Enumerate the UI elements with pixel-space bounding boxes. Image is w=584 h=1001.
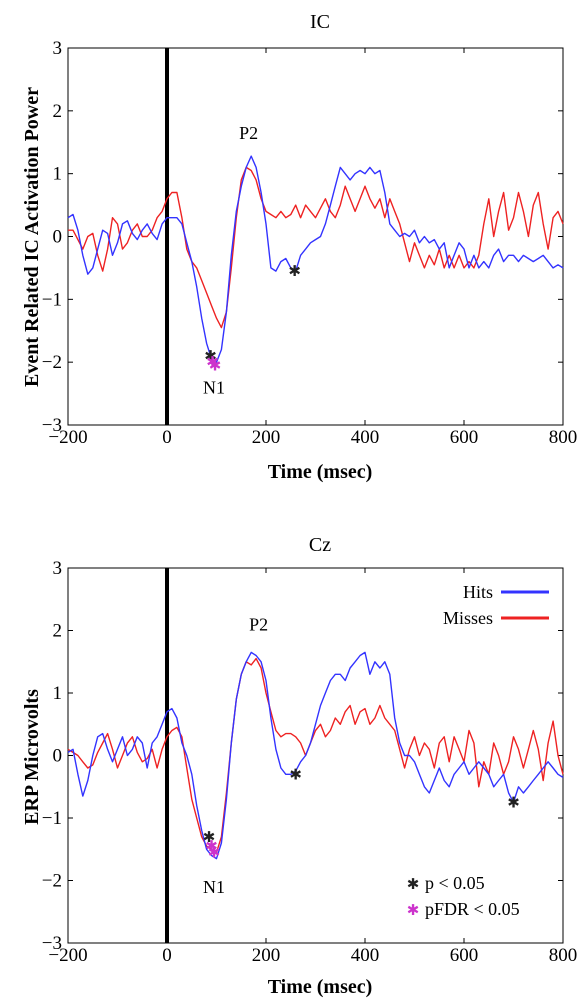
y-tick-label: −3 [42,415,62,436]
series-line-hits [67,651,564,860]
p-marker: ✱ [288,262,301,280]
y-tick-label: 3 [53,558,63,579]
x-tick-label: 0 [162,427,172,448]
axes-frame [67,567,564,944]
y-tick-label: 2 [53,101,63,122]
y-tick-label: 3 [53,38,63,59]
p-marker: ✱ [203,828,216,846]
pfdr-marker: ✱ [205,837,218,855]
x-tick-label: 400 [351,945,380,966]
peak-label: P2 [239,123,258,143]
legend-label: Hits [463,582,493,602]
legend: Hits Misses [443,582,549,628]
series-line-hits [67,155,564,363]
peak-label: P2 [249,615,268,635]
y-tick-label: 2 [53,621,63,642]
p-marker: ✱ [507,793,520,811]
x-tick-label: 600 [450,945,479,966]
significance-markers: ✱✱✱✱ [204,262,301,374]
marker-legend-label: p < 0.05 [425,873,485,893]
x-tick-label: 200 [252,945,281,966]
axis-ticks: −200 0 200 400 600 800 −3 −2 −1 0 1 2 3 [42,38,577,448]
significance-markers: ✱✱✱✱✱ [203,765,520,861]
p-marker: ✱ [289,765,302,783]
p-marker: ✱ [204,347,217,365]
axis-ticks: −200 0 200 400 600 800 −3 −2 −1 0 1 2 3 [42,558,577,966]
peak-annotations: P2 N1 [203,123,258,397]
x-tick-label: 800 [549,945,578,966]
y-tick-label: 1 [53,683,63,704]
peak-label: N1 [203,877,225,897]
y-tick-label: −1 [42,808,62,829]
pfdr-marker: ✱ [206,353,219,371]
legend-label: Misses [443,608,493,628]
y-tick-label: −3 [42,933,62,954]
y-axis-label: ERP Microvolts [21,689,43,825]
x-tick-label: −200 [48,945,87,966]
axes-frame [67,47,564,426]
y-tick-label: −2 [42,352,62,373]
series-line-misses [67,657,564,854]
x-axis-label: Time (msec) [268,461,373,483]
y-tick-label: −1 [42,289,62,310]
pfdr-legend-marker: ✱ [407,901,420,919]
y-tick-label: 0 [53,227,63,248]
panel-title: Cz [309,534,331,556]
panel-ic: IC Event Related IC Activation Power Tim… [21,11,577,483]
plot-area [67,47,564,426]
marker-legend: ✱ p < 0.05 ✱ pFDR < 0.05 [407,873,520,919]
y-tick-label: 1 [53,164,63,185]
x-axis-label: Time (msec) [268,976,373,998]
x-tick-label: −200 [48,427,87,448]
peak-label: N1 [203,378,225,398]
marker-legend-label: pFDR < 0.05 [425,899,520,919]
x-tick-label: 200 [252,427,281,448]
panel-title: IC [310,11,330,33]
x-tick-label: 0 [162,945,172,966]
p-legend-marker: ✱ [407,875,420,893]
x-tick-label: 600 [450,427,479,448]
panel-cz: Cz ERP Microvolts Time (msec) −200 0 200 40… [21,534,577,998]
plot-area [67,567,564,944]
y-axis-label: Event Related IC Activation Power [21,87,43,387]
y-tick-label: 0 [53,746,63,767]
pfdr-marker: ✱ [209,356,222,374]
series-line-misses [68,166,564,329]
x-tick-label: 800 [549,427,578,448]
x-tick-label: 400 [351,427,380,448]
pfdr-marker: ✱ [208,843,221,861]
peak-annotations: P2 N1 [203,615,268,898]
y-tick-label: −2 [42,871,62,892]
